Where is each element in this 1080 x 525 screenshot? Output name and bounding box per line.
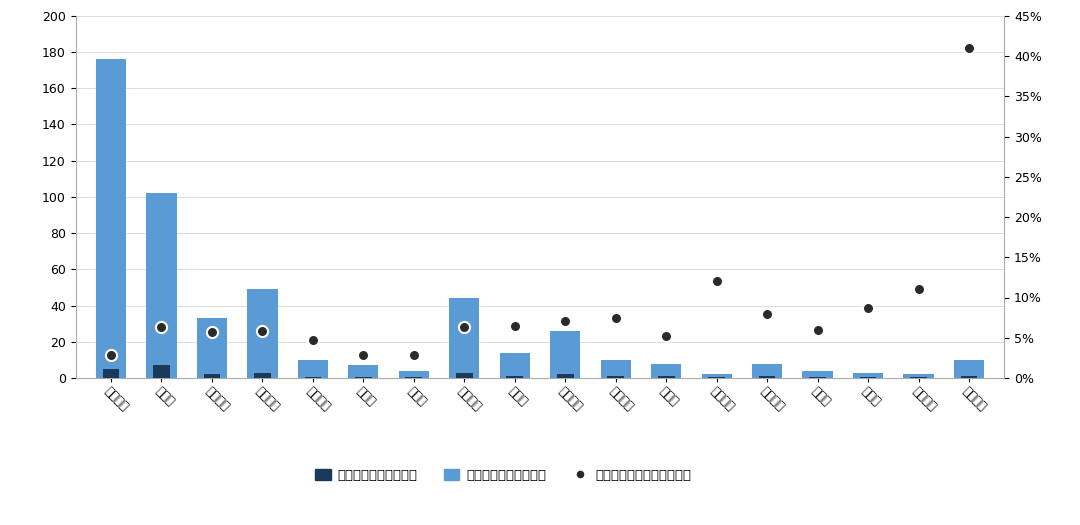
- Bar: [305, 377, 321, 378]
- 从量消费税负占比（右轴）: [913, 286, 926, 292]
- Bar: [954, 360, 984, 378]
- Bar: [860, 377, 877, 378]
- Bar: [247, 289, 278, 378]
- Bar: [254, 373, 271, 378]
- Bar: [904, 374, 934, 378]
- 从量消费税负占比（右轴）: [760, 310, 773, 317]
- 从量消费税负占比（右轴）: [609, 314, 622, 321]
- Bar: [456, 373, 473, 378]
- Bar: [500, 353, 530, 378]
- Bar: [651, 363, 681, 378]
- 从量消费税负占比（右轴）: [711, 278, 724, 285]
- 从量消费税负占比（右轴）: [509, 322, 522, 329]
- Bar: [399, 371, 429, 378]
- Bar: [961, 376, 977, 378]
- Bar: [752, 363, 782, 378]
- Bar: [607, 376, 624, 378]
- Line: 从量消费税负占比（右轴）: 从量消费税负占比（右轴）: [106, 43, 974, 361]
- Bar: [298, 360, 328, 378]
- Bar: [507, 376, 523, 378]
- Bar: [197, 318, 227, 378]
- Bar: [96, 59, 126, 378]
- Bar: [203, 374, 220, 378]
- 从量消费税负占比（右轴）: [105, 352, 118, 359]
- Bar: [600, 360, 631, 378]
- Bar: [405, 377, 422, 378]
- Bar: [355, 377, 372, 378]
- 从量消费税负占比（右轴）: [356, 352, 369, 359]
- 从量消费税负占比（右轴）: [307, 337, 320, 343]
- Bar: [853, 373, 883, 378]
- 从量消费税负占比（右轴）: [558, 318, 571, 324]
- 从量消费税负占比（右轴）: [458, 324, 471, 330]
- Bar: [153, 365, 170, 378]
- 从量消费税负占比（右轴）: [407, 352, 420, 359]
- Bar: [809, 377, 826, 378]
- 从量消费税负占比（右轴）: [862, 305, 875, 311]
- Bar: [708, 377, 725, 378]
- Bar: [702, 374, 732, 378]
- Bar: [910, 377, 927, 378]
- Bar: [759, 376, 775, 378]
- Bar: [658, 376, 675, 378]
- 从量消费税负占比（右轴）: [256, 328, 269, 334]
- 从量消费税负占比（右轴）: [962, 45, 975, 51]
- Bar: [557, 374, 573, 378]
- 从量消费税负占比（右轴）: [205, 329, 218, 335]
- Bar: [550, 331, 580, 378]
- Bar: [146, 193, 176, 378]
- Bar: [449, 298, 480, 378]
- Bar: [802, 371, 833, 378]
- Legend: 从量消费税负（亿元）, 从价消费税负（亿元）, 从量消费税负占比（右轴）: 从量消费税负（亿元）, 从价消费税负（亿元）, 从量消费税负占比（右轴）: [310, 464, 697, 487]
- 从量消费税负占比（右轴）: [154, 324, 167, 330]
- Bar: [103, 369, 119, 378]
- 从量消费税负占比（右轴）: [660, 333, 673, 339]
- Bar: [348, 365, 378, 378]
- 从量消费税负占比（右轴）: [811, 327, 824, 333]
